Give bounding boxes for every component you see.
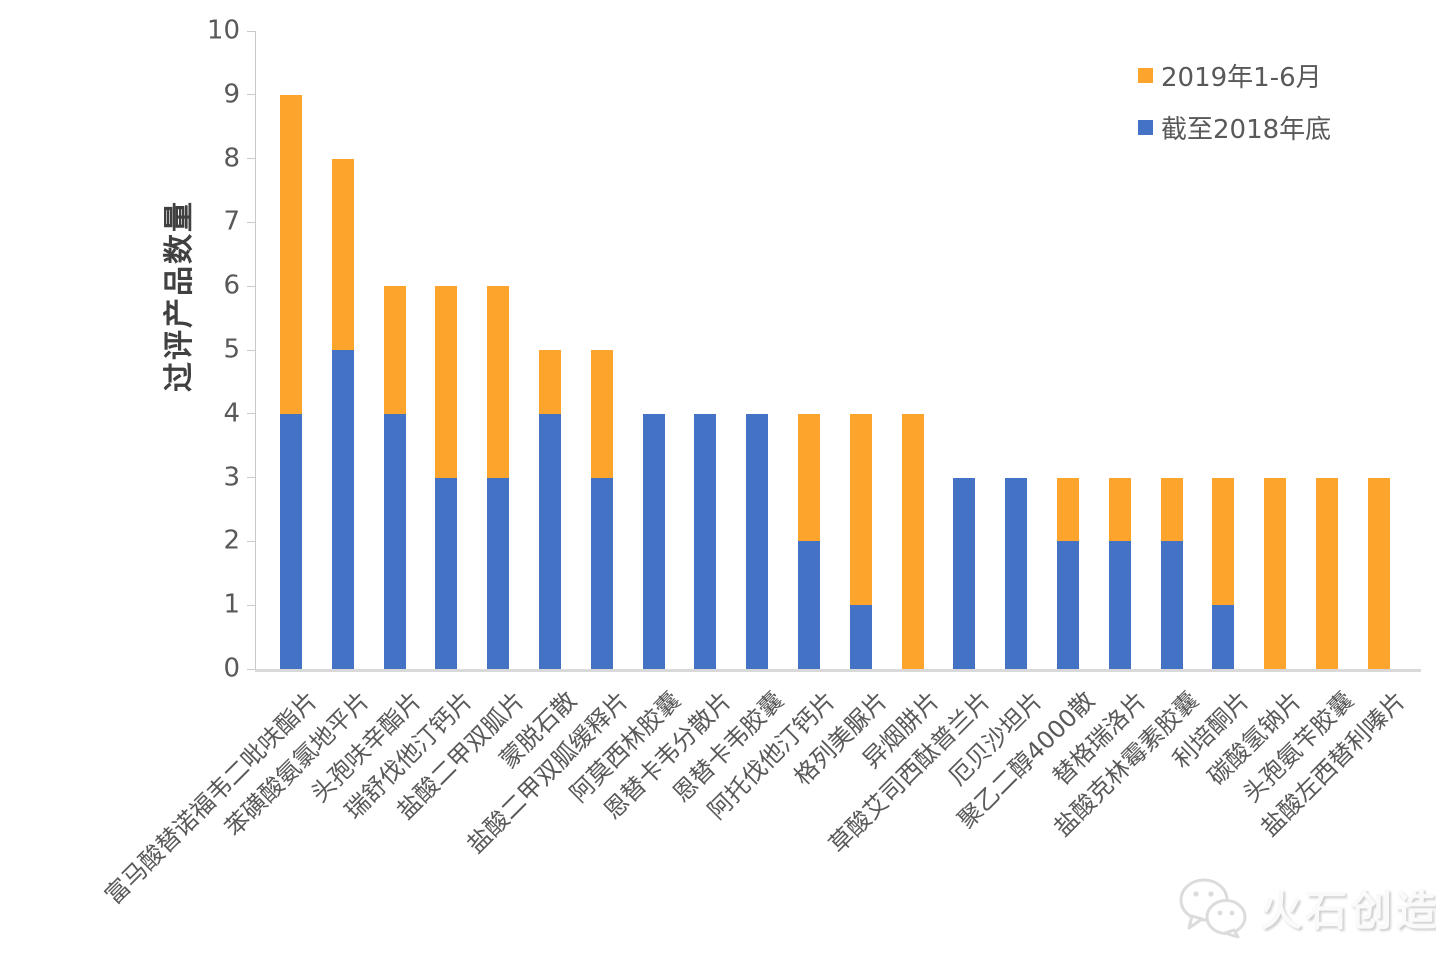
y-axis-tick [247, 668, 255, 670]
y-tick-label: 5 [223, 334, 240, 365]
bar-segment-2019-h1 [1367, 477, 1390, 669]
bar-segment-until-2018 [383, 413, 406, 669]
y-tick-label: 1 [223, 589, 240, 620]
bar-segment-2019-h1 [849, 413, 872, 606]
y-tick-label: 4 [223, 398, 240, 429]
y-tick-label: 10 [206, 15, 240, 46]
bar-segment-until-2018 [487, 477, 510, 669]
bar-segment-2019-h1 [590, 350, 613, 478]
bar-segment-until-2018 [1212, 605, 1235, 669]
bar-segment-2019-h1 [798, 413, 820, 542]
legend: 2019年1-6月 截至2018年底 [1138, 57, 1331, 161]
bar-segment-until-2018 [1005, 477, 1028, 669]
y-axis-tick [247, 540, 255, 542]
y-axis-title: 过评产品数量 [162, 200, 197, 392]
bar-segment-until-2018 [953, 477, 976, 669]
bar-segment-2019-h1 [901, 413, 924, 669]
bar-segment-until-2018 [849, 605, 872, 669]
bar-segment-2019-h1 [487, 286, 510, 478]
legend-label-2019: 2019年1-6月 [1161, 63, 1322, 93]
y-tick-label: 9 [223, 79, 240, 110]
y-axis-tick [247, 604, 255, 606]
bar-segment-until-2018 [1160, 541, 1183, 669]
y-axis-tick [247, 94, 255, 96]
y-tick-label: 6 [223, 270, 240, 301]
wechat-icon [1179, 878, 1247, 938]
x-axis-line [255, 669, 1421, 672]
bar-segment-until-2018 [1108, 541, 1131, 669]
y-tick-label: 2 [223, 525, 240, 556]
watermark-text: 火石创造 [1260, 885, 1436, 935]
category-label: 富马酸替诺福韦二吡呋酯片 [99, 686, 324, 910]
y-tick-label: 3 [223, 461, 240, 492]
y-axis-tick [247, 221, 255, 223]
y-axis-tick [247, 285, 255, 287]
legend-label-2018: 截至2018年底 [1161, 115, 1332, 145]
y-axis-tick [247, 477, 255, 479]
bar-segment-2019-h1 [1316, 477, 1338, 669]
y-tick-label: 7 [223, 206, 240, 237]
bar-segment-2019-h1 [331, 158, 354, 350]
y-axis-tick [247, 158, 255, 160]
bar-segment-until-2018 [1057, 541, 1079, 669]
bar-segment-2019-h1 [280, 94, 302, 414]
y-tick-label: 0 [223, 653, 240, 684]
bar-segment-2019-h1 [1212, 477, 1235, 606]
y-axis-tick [247, 30, 255, 32]
y-axis-line [255, 31, 256, 670]
bar-segment-until-2018 [798, 541, 820, 669]
watermark: 火石创造 [1178, 876, 1436, 938]
y-tick-label: 8 [223, 142, 240, 173]
legend-swatch-2018 [1138, 120, 1153, 135]
bar-segment-2019-h1 [435, 286, 458, 478]
y-axis-tick [247, 413, 255, 415]
legend-swatch-2019 [1138, 68, 1153, 83]
bar-segment-2019-h1 [1108, 477, 1131, 542]
bar-segment-until-2018 [642, 413, 665, 669]
legend-item-2018: 截至2018年底 [1138, 109, 1331, 146]
bar-segment-until-2018 [694, 413, 717, 669]
bar-segment-2019-h1 [1057, 477, 1079, 542]
bar-segment-2019-h1 [1160, 477, 1183, 542]
y-axis-tick [247, 349, 255, 351]
bar-segment-until-2018 [435, 477, 458, 669]
legend-item-2019: 2019年1-6月 [1138, 57, 1331, 94]
bar-segment-until-2018 [331, 350, 354, 669]
bar-segment-until-2018 [746, 413, 769, 669]
bar-segment-until-2018 [280, 413, 302, 669]
bar-segment-2019-h1 [383, 286, 406, 414]
bar-segment-until-2018 [539, 413, 561, 669]
bar-segment-2019-h1 [539, 350, 561, 414]
bar-segment-until-2018 [590, 477, 613, 669]
bar-segment-2019-h1 [1264, 477, 1287, 669]
